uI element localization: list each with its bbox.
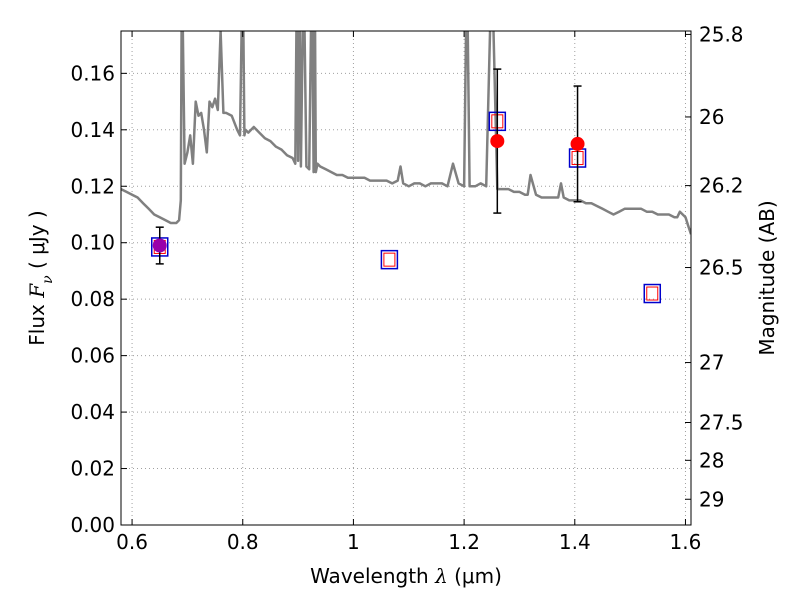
synthetic-box-inner [646,286,659,301]
x-tick-label: 1.4 [559,530,591,554]
y-tick-label: 0.06 [70,344,115,368]
synthetic-box [643,283,662,304]
y-tick-label: 0.00 [70,513,115,537]
x-axis-label: Wavelength λ (μm) [310,564,502,588]
synthetic-box [380,249,399,270]
x-tick-label: 1.6 [670,530,702,554]
y-tick-label: 0.12 [70,174,115,198]
x-tick-label: 1 [347,530,360,554]
x-tick-label: 1.2 [448,530,480,554]
y2-tick-label: 25.8 [699,22,744,46]
observed-point [152,238,167,253]
observed-point [490,134,505,149]
model-spectrum-line [121,31,691,235]
y2-tick-label: 27 [699,351,724,375]
grid [121,31,691,525]
y-tick-label: 0.14 [70,118,115,142]
y-tick-label: 0.10 [70,231,115,255]
y2-tick-label: 29 [699,487,724,511]
y-tick-label: 0.04 [70,400,115,424]
x-tick-label: 0.8 [227,530,259,554]
y-tick-label: 0.08 [70,287,115,311]
y2-tick-label: 28 [699,448,724,472]
y-tick-label: 0.02 [70,457,115,481]
y2-tick-label: 26 [699,105,724,129]
axis-ticks: 0.6 0.8 1 1.2 1.4 1.6 0.00 0.02 0.04 0.06 0.08 0.10… [70,22,743,554]
model-spectrum [121,31,691,235]
synthetic-box-inner [383,252,396,267]
y-tick-label: 0.16 [70,61,115,85]
observed-point [570,136,585,151]
y2-tick-label: 27.5 [699,411,744,435]
data-points [150,68,662,304]
y2-tick-label: 26.5 [699,256,744,280]
plot-frame [120,30,692,526]
x-tick-label: 0.6 [116,530,148,554]
y2-axis-label: Magnitude (AB) [755,200,779,355]
y-axis-label: Flux Fν ( μJy ) [25,210,56,345]
y2-tick-label: 26.2 [699,174,744,198]
